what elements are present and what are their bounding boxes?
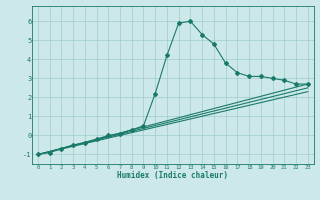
X-axis label: Humidex (Indice chaleur): Humidex (Indice chaleur) xyxy=(117,171,228,180)
